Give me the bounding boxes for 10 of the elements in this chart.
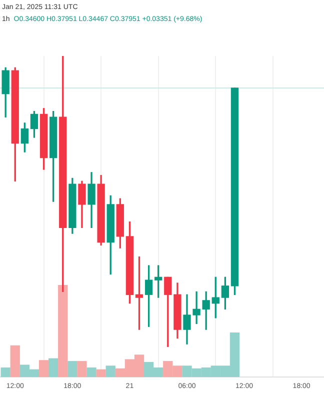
bar <box>10 345 20 377</box>
bar <box>68 361 78 377</box>
bar <box>58 285 68 377</box>
bar <box>106 366 116 377</box>
bar <box>77 361 87 377</box>
bar <box>86 367 96 377</box>
bar <box>0 367 10 377</box>
bar <box>38 360 49 377</box>
bar <box>48 358 58 377</box>
bar <box>96 369 106 377</box>
